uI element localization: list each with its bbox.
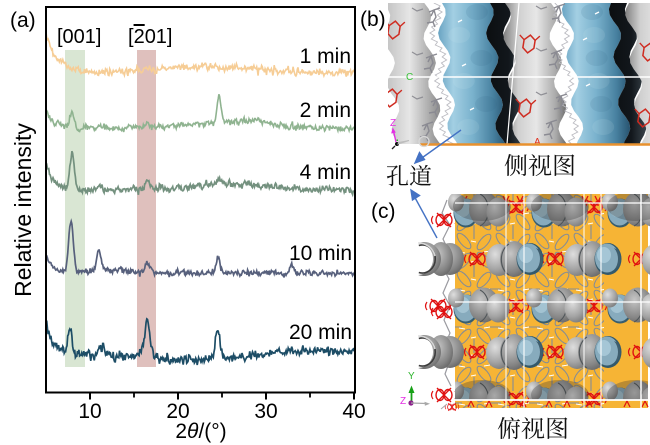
svg-text:20: 20	[166, 400, 189, 423]
svg-text:1 min: 1 min	[300, 45, 351, 68]
svg-text:[001]: [001]	[57, 26, 101, 48]
svg-text:A: A	[534, 137, 541, 148]
svg-text:Relative intensity: Relative intensity	[10, 123, 36, 297]
svg-text:[201]: [201]	[128, 26, 173, 48]
svg-text:(a): (a)	[10, 9, 36, 32]
svg-text:4 min: 4 min	[300, 161, 351, 184]
svg-text:30: 30	[254, 400, 277, 423]
svg-text:10: 10	[78, 400, 101, 423]
svg-text:2 min: 2 min	[300, 99, 351, 122]
svg-text:C: C	[406, 72, 413, 83]
svg-text:40: 40	[342, 400, 365, 423]
svg-text:10 min: 10 min	[289, 242, 352, 265]
svg-text:Z: Z	[400, 396, 406, 407]
svg-text:20 min: 20 min	[289, 321, 352, 344]
svg-text:(b): (b)	[360, 8, 386, 31]
svg-text:2θ/(°): 2θ/(°)	[175, 420, 226, 443]
svg-text:Y: Y	[408, 371, 415, 382]
svg-text:Z: Z	[390, 118, 396, 129]
svg-text:(c): (c)	[371, 200, 396, 223]
